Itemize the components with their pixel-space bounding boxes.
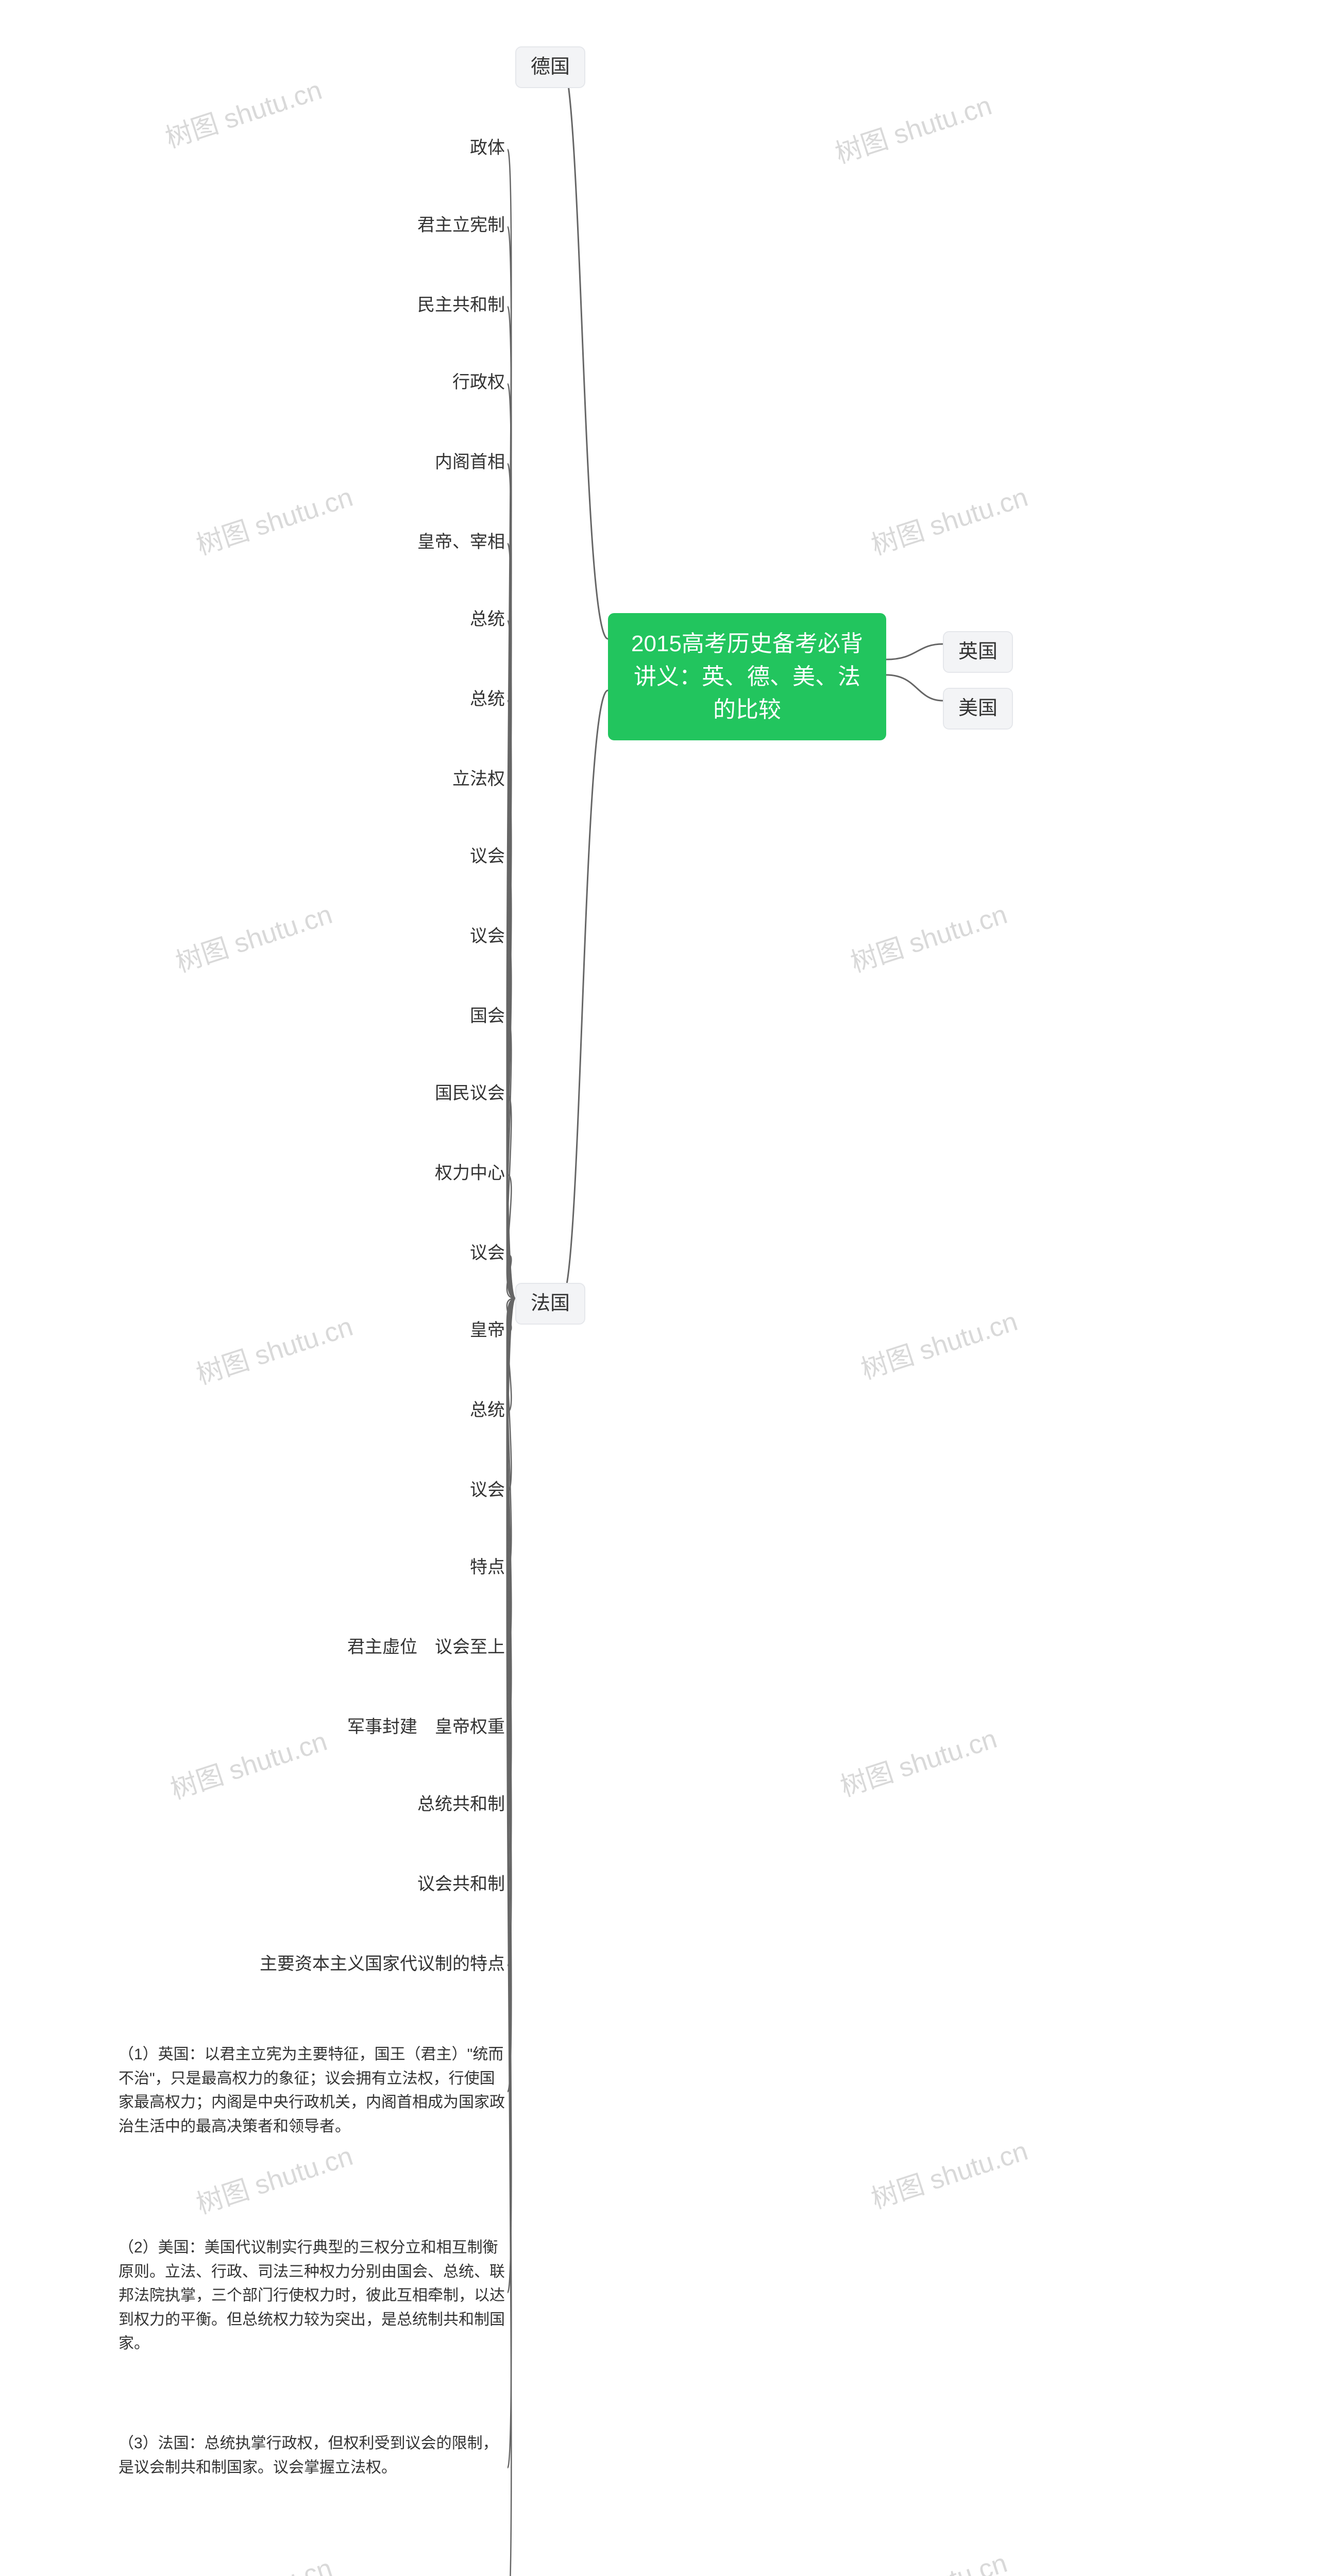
leaf-node: 议会共和制 bbox=[417, 1873, 505, 1896]
branch-de[interactable]: 德国 bbox=[515, 46, 585, 88]
connectors-svg bbox=[0, 0, 1319, 2576]
leaf-node: 议会 bbox=[470, 845, 505, 869]
watermark: 树图 shutu.cn bbox=[866, 476, 1032, 563]
leaf-node: 内阁首相 bbox=[435, 451, 505, 474]
leaf-node: 主要资本主义国家代议制的特点 bbox=[260, 1953, 505, 1976]
leaf-text: 议会 bbox=[470, 1242, 505, 1265]
branch-label: 美国 bbox=[958, 696, 997, 721]
leaf-node: 立法权 bbox=[452, 768, 505, 791]
leaf-node: 总统共和制 bbox=[417, 1793, 505, 1817]
branch-fr[interactable]: 法国 bbox=[515, 1283, 585, 1325]
leaf-text: 总统 bbox=[470, 608, 505, 632]
branch-uk[interactable]: 英国 bbox=[943, 631, 1013, 673]
leaf-text: 政体 bbox=[470, 137, 505, 160]
watermark: 树图 shutu.cn bbox=[830, 84, 996, 171]
leaf-node: 国民议会 bbox=[435, 1082, 505, 1106]
branch-label: 德国 bbox=[531, 55, 570, 80]
watermark: 树图 shutu.cn bbox=[866, 2129, 1032, 2216]
leaf-text: 权力中心 bbox=[435, 1162, 505, 1185]
leaf-text: 君主立宪制 bbox=[417, 214, 505, 238]
watermark: 树图 shutu.cn bbox=[835, 1717, 1001, 1804]
branch-us[interactable]: 美国 bbox=[943, 688, 1013, 730]
leaf-node: 总统 bbox=[470, 688, 505, 711]
leaf-text: 议会共和制 bbox=[417, 1873, 505, 1896]
watermark: 树图 shutu.cn bbox=[170, 893, 336, 980]
leaf-text: 国会 bbox=[470, 1005, 505, 1028]
leaf-text: 民主共和制 bbox=[417, 294, 505, 317]
leaf-text: 国民议会 bbox=[435, 1082, 505, 1106]
leaf-node: 权力中心 bbox=[435, 1162, 505, 1185]
leaf-node: 皇帝、宰相 bbox=[417, 531, 505, 554]
leaf-text: 内阁首相 bbox=[435, 451, 505, 474]
leaf-text: 皇帝、宰相 bbox=[417, 531, 505, 554]
center-title: 2015高考历史备考必背讲义：英、德、美、法的比较 bbox=[624, 628, 870, 726]
leaf-text: 特点 bbox=[470, 1556, 505, 1580]
leaf-text: （2）美国：美国代议制实行典型的三权分立和相互制衡原则。立法、行政、司法三种权力… bbox=[119, 2236, 510, 2356]
leaf-text: 君主虚位 议会至上 bbox=[347, 1636, 505, 1659]
watermark: 树图 shutu.cn bbox=[845, 893, 1011, 980]
leaf-node: 总统 bbox=[470, 1399, 505, 1422]
branch-label: 法国 bbox=[531, 1291, 570, 1316]
leaf-node: 总统 bbox=[470, 608, 505, 632]
leaf-text: 主要资本主义国家代议制的特点 bbox=[260, 1953, 505, 1976]
watermark: 树图 shutu.cn bbox=[170, 2547, 336, 2576]
leaf-text: 总统 bbox=[470, 688, 505, 711]
watermark: 树图 shutu.cn bbox=[855, 1300, 1022, 1387]
leaf-para: （3）法国：总统执掌行政权，但权利受到议会的限制，是议会制共和制国家。议会掌握立… bbox=[119, 2432, 510, 2480]
leaf-text: 皇帝 bbox=[470, 1319, 505, 1343]
leaf-text: 议会 bbox=[470, 925, 505, 948]
leaf-para: （1）英国：以君主立宪为主要特征，国王（君主）"统而不治"，只是最高权力的象征；… bbox=[119, 2043, 510, 2139]
watermark: 树图 shutu.cn bbox=[191, 1305, 357, 1392]
watermark: 树图 shutu.cn bbox=[845, 2541, 1011, 2576]
leaf-text: （3）法国：总统执掌行政权，但权利受到议会的限制，是议会制共和制国家。议会掌握立… bbox=[119, 2432, 510, 2480]
leaf-text: 军事封建 皇帝权重 bbox=[347, 1716, 505, 1739]
leaf-node: 君主立宪制 bbox=[417, 214, 505, 238]
watermark: 树图 shutu.cn bbox=[191, 476, 357, 563]
watermark: 树图 shutu.cn bbox=[165, 1720, 331, 1807]
leaf-node: 国会 bbox=[470, 1005, 505, 1028]
leaf-text: 立法权 bbox=[452, 768, 505, 791]
leaf-node: 政体 bbox=[470, 137, 505, 160]
leaf-node: 议会 bbox=[470, 1479, 505, 1502]
branch-label: 英国 bbox=[958, 639, 997, 665]
watermark: 树图 shutu.cn bbox=[191, 2134, 357, 2222]
leaf-node: 议会 bbox=[470, 1242, 505, 1265]
leaf-para: （2）美国：美国代议制实行典型的三权分立和相互制衡原则。立法、行政、司法三种权力… bbox=[119, 2236, 510, 2356]
leaf-text: （1）英国：以君主立宪为主要特征，国王（君主）"统而不治"，只是最高权力的象征；… bbox=[119, 2043, 510, 2139]
center-node[interactable]: 2015高考历史备考必背讲义：英、德、美、法的比较 bbox=[608, 613, 886, 740]
leaf-text: 议会 bbox=[470, 845, 505, 869]
leaf-node: 军事封建 皇帝权重 bbox=[347, 1716, 505, 1739]
leaf-text: 总统 bbox=[470, 1399, 505, 1422]
leaf-text: 总统共和制 bbox=[417, 1793, 505, 1817]
leaf-node: 特点 bbox=[470, 1556, 505, 1580]
watermark: 树图 shutu.cn bbox=[160, 69, 326, 156]
leaf-node: 议会 bbox=[470, 925, 505, 948]
leaf-node: 行政权 bbox=[452, 371, 505, 395]
leaf-node: 君主虚位 议会至上 bbox=[347, 1636, 505, 1659]
leaf-node: 民主共和制 bbox=[417, 294, 505, 317]
diagram-canvas: 2015高考历史备考必背讲义：英、德、美、法的比较 英国 美国 德国 法国 政体… bbox=[0, 0, 1319, 2576]
leaf-text: 行政权 bbox=[452, 371, 505, 395]
leaf-node: 皇帝 bbox=[470, 1319, 505, 1343]
leaf-text: 议会 bbox=[470, 1479, 505, 1502]
